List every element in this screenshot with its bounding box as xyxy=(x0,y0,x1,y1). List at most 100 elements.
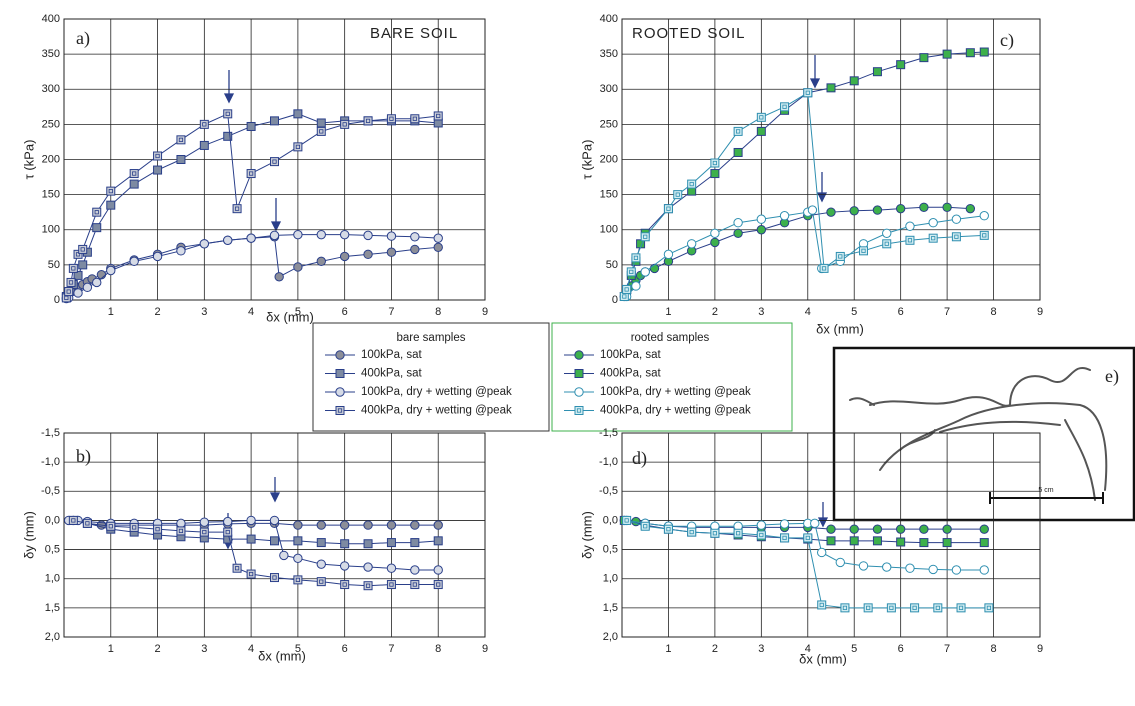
marker xyxy=(826,524,836,534)
marker xyxy=(979,211,989,221)
y-tick-label: 100 xyxy=(42,224,60,236)
panel-label: a) xyxy=(76,28,90,49)
marker xyxy=(687,527,697,537)
marker xyxy=(223,527,233,537)
marker xyxy=(92,207,102,217)
marker xyxy=(979,538,989,548)
marker xyxy=(710,158,720,168)
marker xyxy=(335,369,345,378)
marker xyxy=(807,205,818,215)
y-axis-label: δy (mm) xyxy=(579,511,594,559)
marker xyxy=(872,524,883,534)
marker xyxy=(246,169,256,179)
marker xyxy=(363,249,373,260)
marker xyxy=(826,207,836,217)
marker xyxy=(246,515,256,526)
marker xyxy=(859,246,869,256)
plot-frame xyxy=(621,18,1041,301)
marker xyxy=(965,203,976,214)
y-tick-label: 0,0 xyxy=(45,514,60,526)
marker xyxy=(223,131,233,141)
marker xyxy=(819,263,829,273)
marker xyxy=(928,218,938,228)
marker xyxy=(68,515,78,525)
y-tick-label: 150 xyxy=(42,189,60,201)
marker-inner xyxy=(132,525,137,530)
legend-label: 400kPa, sat xyxy=(600,368,662,380)
marker xyxy=(896,60,906,70)
marker xyxy=(951,565,962,575)
marker xyxy=(942,49,952,59)
x-tick-label: 8 xyxy=(435,643,441,655)
marker xyxy=(340,539,350,549)
marker xyxy=(68,263,78,273)
marker-inner xyxy=(108,524,113,529)
series-line xyxy=(65,113,439,297)
marker xyxy=(232,204,242,214)
marker-inner xyxy=(931,236,936,241)
marker xyxy=(756,520,767,530)
y-tick-label: 150 xyxy=(600,189,618,201)
series xyxy=(61,109,443,303)
x-tick-label: 7 xyxy=(388,643,394,655)
marker xyxy=(710,528,720,538)
marker-inner xyxy=(624,287,629,292)
marker xyxy=(756,126,766,136)
marker xyxy=(919,53,929,63)
marker xyxy=(410,580,420,590)
marker xyxy=(106,265,116,276)
marker-inner xyxy=(712,531,717,536)
x-tick-label: 7 xyxy=(944,306,950,318)
y-tick-label: 1,0 xyxy=(603,573,618,585)
marker xyxy=(835,557,845,568)
marker-inner xyxy=(819,602,824,608)
marker xyxy=(78,244,88,254)
marker-inner xyxy=(337,408,343,413)
x-axis-label: δx (mm) xyxy=(258,648,306,663)
x-axis-label: δx (mm) xyxy=(799,651,847,666)
marker-inner xyxy=(624,518,629,523)
series xyxy=(61,109,443,301)
marker xyxy=(849,206,859,216)
marker xyxy=(631,253,641,263)
y-tick-label: 300 xyxy=(42,83,60,95)
marker xyxy=(756,112,766,122)
marker xyxy=(779,519,790,529)
x-tick-label: 9 xyxy=(482,306,488,318)
marker-inner xyxy=(202,122,207,127)
marker-inner xyxy=(805,90,810,95)
y-tick-label: -1,0 xyxy=(599,456,618,468)
marker xyxy=(176,135,186,145)
marker xyxy=(905,221,915,231)
marker xyxy=(919,538,929,548)
marker xyxy=(910,603,920,613)
marker-inner xyxy=(689,181,694,187)
marker xyxy=(919,524,929,534)
panel-label: e) xyxy=(1105,366,1119,387)
marker xyxy=(979,565,989,575)
marker xyxy=(710,169,720,179)
y-tick-label: 250 xyxy=(42,118,60,130)
marker xyxy=(882,239,892,249)
marker xyxy=(942,538,952,548)
x-tick-label: 6 xyxy=(898,643,904,655)
marker xyxy=(756,225,767,235)
marker-inner xyxy=(629,269,634,275)
series xyxy=(63,229,443,303)
marker xyxy=(803,533,813,543)
x-tick-label: 4 xyxy=(248,643,254,655)
marker xyxy=(279,550,289,561)
marker-inner xyxy=(666,527,671,532)
y-tick-label: 100 xyxy=(600,224,618,236)
marker xyxy=(270,116,279,126)
series-line xyxy=(73,519,439,545)
marker xyxy=(433,565,443,575)
marker xyxy=(626,267,636,277)
marker-inner xyxy=(838,254,843,259)
marker xyxy=(316,577,326,587)
marker-inner xyxy=(75,252,81,257)
marker xyxy=(269,515,280,526)
marker-inner xyxy=(782,535,787,541)
marker xyxy=(826,536,836,546)
x-tick-label: 2 xyxy=(154,643,160,655)
